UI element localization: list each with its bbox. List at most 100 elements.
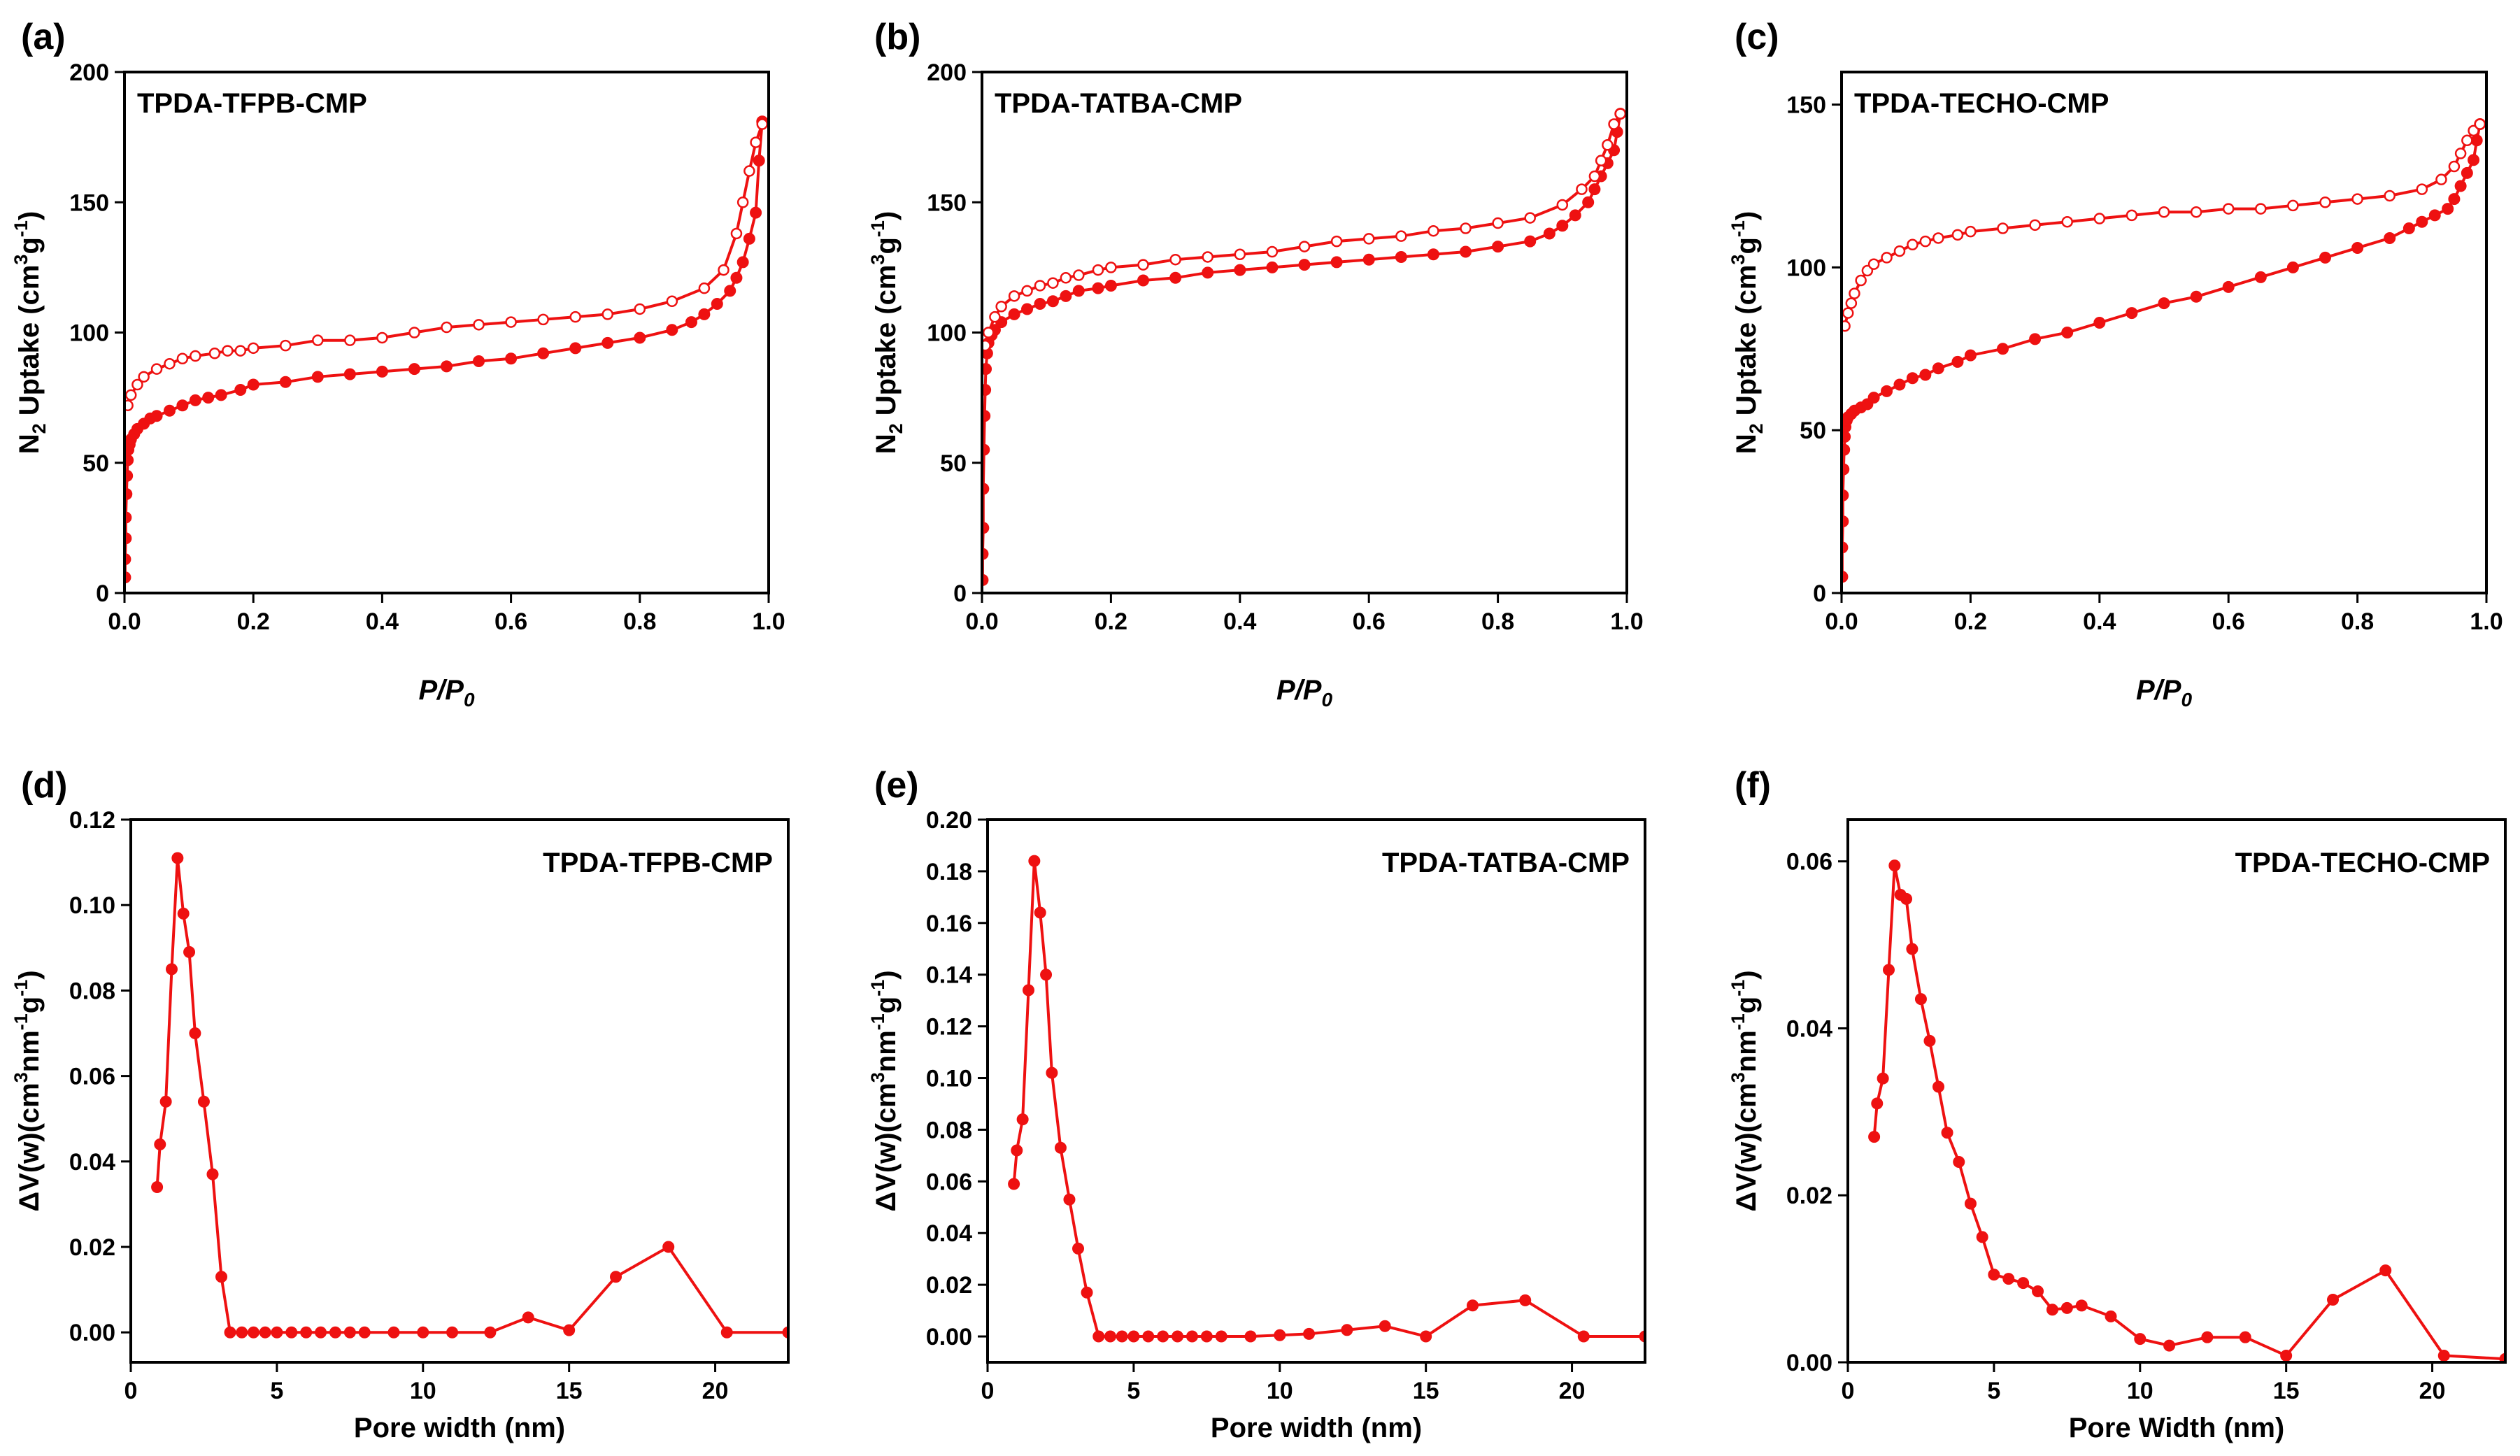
data-point — [1976, 1231, 1988, 1243]
data-point — [1395, 230, 1407, 242]
chart-panel-1: 0.0 0.2 0.4 0.6 0.8 1.0 0 50 100 150 200(a) TPDA-TF… — [10, 17, 785, 711]
data-point — [685, 316, 697, 329]
y-tick-label: 100 — [1786, 255, 1826, 281]
x-tick-label: 20 — [1559, 1378, 1586, 1404]
x-axis-title: P/P0 — [2136, 675, 2192, 711]
y-axis-title-part: g — [1731, 237, 1762, 254]
chart-title: TPDA-TATBA-CMP — [1382, 848, 1630, 878]
x-tick-label: 20 — [702, 1378, 729, 1404]
y-axis-title-part: g — [871, 997, 902, 1013]
y-tick-label: 100 — [69, 320, 109, 347]
data-point — [1341, 1324, 1353, 1336]
data-point — [1588, 170, 1601, 183]
data-point — [1303, 1327, 1316, 1340]
data-point — [736, 197, 749, 208]
data-point — [982, 443, 990, 456]
data-point — [1395, 250, 1407, 263]
x-axis-title-main: P/P — [2136, 675, 2181, 706]
series-line-pore-size-distribution — [1012, 860, 1645, 1339]
chart-title: TPDA-TECHO-CMP — [2235, 848, 2490, 878]
x-tick-label: 5 — [1987, 1378, 2000, 1404]
data-point — [387, 1326, 400, 1339]
data-point — [279, 376, 292, 388]
y-axis-title-part: ) — [14, 970, 45, 979]
data-point — [1608, 118, 1620, 130]
data-point — [1428, 224, 1439, 237]
data-point — [2286, 261, 2299, 273]
data-point — [1330, 256, 1343, 269]
panel-label: (a) — [21, 17, 66, 57]
data-point — [2222, 280, 2235, 293]
data-point — [743, 232, 755, 245]
x-axis-title: P/P0 — [418, 675, 474, 711]
x-tick-label: 10 — [410, 1378, 436, 1404]
data-point — [176, 352, 189, 364]
y-tick-label: 0.10 — [69, 892, 115, 919]
data-point — [1028, 855, 1041, 867]
data-point — [1893, 378, 1906, 391]
data-point — [1932, 232, 1944, 244]
data-point — [2201, 1331, 2214, 1343]
x-tick-label: 0.0 — [108, 608, 141, 635]
data-point — [1867, 258, 1880, 270]
chart-title: TPDA-TFPB-CMP — [137, 88, 367, 119]
data-point — [1614, 108, 1627, 120]
data-point — [698, 282, 711, 294]
data-point — [698, 308, 711, 320]
x-tick-label: 0.8 — [2341, 608, 2374, 635]
data-point — [164, 357, 176, 370]
plot-frame — [1840, 71, 2488, 594]
data-point — [982, 339, 991, 352]
y-axis-title-part: 3 — [867, 1072, 888, 1083]
data-point — [1964, 1197, 1977, 1210]
data-point — [1582, 196, 1595, 208]
data-point — [1104, 1330, 1116, 1343]
data-point — [2442, 203, 2454, 215]
data-point — [1047, 277, 1059, 289]
data-point — [189, 394, 201, 406]
y-axis-title-part: nm — [14, 1030, 45, 1072]
data-point — [1266, 245, 1279, 258]
data-point — [1021, 285, 1033, 297]
data-point — [2435, 173, 2447, 185]
data-point — [1556, 199, 1569, 211]
x-axis-title-subscript: 0 — [464, 689, 475, 711]
data-point — [1200, 1330, 1213, 1343]
data-point — [750, 206, 762, 219]
y-axis-title-part: 2 — [1746, 423, 1767, 434]
y-axis-title-part: 3 — [1728, 1072, 1749, 1083]
y-axis-title: N2 Uptake (cm3g-1) — [1728, 211, 1767, 454]
data-point — [408, 327, 420, 338]
data-point — [2254, 271, 2267, 283]
series-line-adsorption — [124, 121, 764, 578]
data-point — [1460, 245, 1472, 258]
data-point — [1172, 1330, 1184, 1343]
y-axis-title-part: ΔV(w)(cm — [1731, 1083, 1762, 1211]
data-point — [1137, 274, 1149, 287]
x-axis-title-subscript: 0 — [2181, 689, 2192, 711]
data-point — [666, 324, 678, 336]
data-point — [1871, 1097, 1884, 1110]
y-tick-label: 0.06 — [69, 1064, 115, 1090]
data-point — [2163, 1339, 2176, 1352]
data-point — [1855, 274, 1867, 287]
data-point — [446, 1326, 459, 1339]
y-axis-title-part: -1 — [867, 220, 888, 237]
data-point — [1060, 272, 1072, 284]
data-point — [183, 945, 196, 958]
chart-title: TPDA-TFPB-CMP — [543, 848, 773, 878]
x-tick-label: 0.2 — [237, 608, 270, 635]
x-tick-label: 0.6 — [494, 608, 527, 635]
data-point — [1034, 906, 1046, 919]
x-tick-label: 0.4 — [1223, 608, 1256, 635]
data-point — [2416, 215, 2428, 228]
data-point — [2448, 160, 2461, 173]
data-point — [2126, 307, 2138, 320]
data-point — [1008, 290, 1020, 302]
data-point — [271, 1326, 283, 1339]
y-axis-title: ΔV(w)(cm3nm-1g-1) — [1728, 970, 1762, 1211]
x-tick-label: 0.6 — [2212, 608, 2245, 635]
data-point — [1845, 297, 1858, 309]
series-line-pore-size-distribution — [155, 857, 788, 1334]
data-point — [1420, 1330, 1432, 1343]
